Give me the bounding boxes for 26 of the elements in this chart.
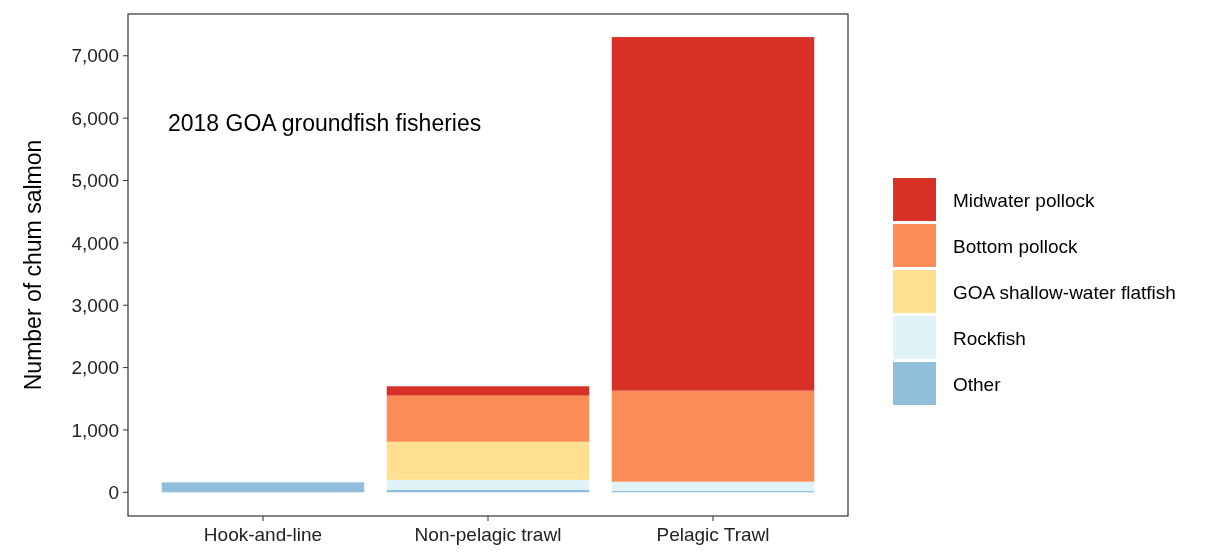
y-tick-label: 6,000 [71, 107, 119, 129]
y-axis-title: Number of chum salmon [20, 139, 46, 391]
y-tick-label: 0 [108, 481, 119, 503]
y-tick-label: 1,000 [71, 419, 119, 441]
legend-label: GOA shallow-water flatfish [953, 281, 1176, 303]
legend-label: Bottom pollock [953, 235, 1079, 257]
legend-label: Other [953, 373, 1002, 395]
y-tick-label: 7,000 [71, 45, 119, 67]
bar [386, 479, 590, 490]
x-tick-label: Non-pelagic trawl [414, 524, 562, 545]
legend-label: Rockfish [953, 327, 1026, 349]
bar [611, 37, 815, 391]
x-tick-label: Pelagic Trawl [656, 524, 770, 545]
legend-label: Midwater pollock [953, 189, 1095, 211]
annotation: 2018 GOA groundfish fisheries [168, 109, 482, 136]
y-tick-label: 4,000 [71, 232, 119, 254]
bar [611, 481, 815, 492]
bar [386, 395, 590, 442]
y-tick-label: 5,000 [71, 170, 119, 192]
bar [611, 390, 815, 482]
y-tick-label: 3,000 [71, 294, 119, 316]
bar [161, 482, 365, 493]
x-tick-label: Hook-and-line [203, 524, 323, 545]
bar [386, 441, 590, 480]
y-tick-label: 2,000 [71, 357, 119, 379]
bar [386, 386, 590, 396]
